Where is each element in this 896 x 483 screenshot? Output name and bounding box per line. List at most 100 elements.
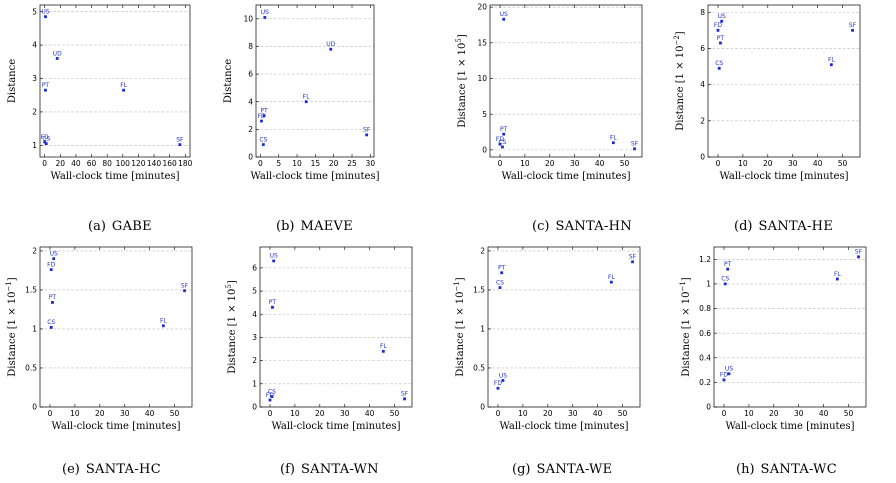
x-tick-label: 20	[769, 409, 779, 418]
x-tick-label: 180	[178, 159, 193, 168]
x-axis-label: Wall-clock time [minutes]	[250, 171, 379, 182]
x-axis-label: Wall-clock time [minutes]	[271, 421, 400, 432]
y-axis-label: Distance [1 × 10−1]	[5, 277, 18, 377]
subplot-santa-wc: 0 0.2 0.4 0.6 0.8 1 1.2 0 10 20 30 40 50 PT CS FL SF US FD…	[672, 241, 896, 483]
plot-santa-wc: 0 0.2 0.4 0.6 0.8 1 1.2 0 10 20 30 40 50 PT CS FL SF USFD…	[679, 246, 867, 432]
x-tick-label: 50	[620, 159, 630, 168]
y-axis-label: Distance	[223, 59, 234, 103]
y-tick-label: 1.5	[473, 286, 485, 295]
plot-frame	[259, 246, 413, 408]
x-tick-label: 10	[744, 409, 754, 418]
x-tick-label: 10	[738, 159, 748, 168]
data-point-us	[44, 15, 47, 19]
x-tick-label: 40	[595, 159, 605, 168]
point-label-pt: PT	[42, 82, 50, 89]
x-tick-label: 20	[329, 159, 339, 168]
y-tick-label: 1	[32, 141, 37, 150]
x-axis-label: Wall-clock time [minutes]	[725, 421, 854, 432]
subplot-maeve: 0 2 4 6 8 10 0 5 10 15 20 25 30 US UD FL PT FD SF CS Wall-cl…	[223, 0, 448, 241]
caption-santa-hc: (e) SANTA-HC	[62, 462, 161, 477]
data-point-pt	[726, 267, 730, 271]
subplot-santa-hc: 0 0.5 1 1.5 2 0 10 20 30 40 50 US FD PT CS FL SF Wall-clo…	[0, 241, 224, 483]
point-label-fd: FD	[720, 372, 728, 379]
y-tick-label: 4	[32, 41, 37, 50]
data-point-fl	[829, 63, 833, 67]
x-tick-label: 30	[340, 409, 350, 418]
data-point-pt	[271, 305, 274, 309]
y-tick-label: 2	[480, 247, 485, 256]
x-tick-label: 100	[116, 159, 131, 168]
point-label-fl: FL	[834, 271, 841, 278]
x-tick-label: 50	[838, 159, 848, 168]
point-label-sf: SF	[401, 391, 409, 398]
subplot-santa-we: 0 0.5 1 1.5 2 0 10 20 30 40 50 PT CS FL SF US FD Wall-clo…	[448, 241, 672, 483]
x-axis-label: Wall-clock time [minutes]	[50, 171, 179, 182]
x-tick-label: 15	[311, 159, 321, 168]
point-label-cs: CS	[498, 139, 506, 146]
x-tick-label: 5	[276, 159, 281, 168]
data-point-cs	[717, 66, 721, 70]
point-label-sf: SF	[631, 141, 639, 148]
y-tick-label: 6	[700, 44, 705, 53]
y-tick-label: 1	[252, 379, 257, 388]
y-tick-label: 0	[32, 403, 37, 412]
data-point-cs	[270, 395, 274, 398]
y-tick-label: 0	[706, 403, 711, 412]
y-tick-label: 4	[248, 97, 253, 106]
caption-gabe: (a) GABE	[88, 219, 152, 234]
point-label-sf: SF	[363, 127, 371, 134]
x-tick-label: 20	[545, 159, 555, 168]
y-tick-label: 1.2	[699, 255, 711, 264]
y-tick-label: 3	[32, 74, 37, 83]
data-point-fd	[722, 378, 726, 382]
point-label-fd: FD	[494, 380, 502, 387]
y-tick-label: 2	[248, 125, 253, 134]
y-tick-label: 10	[243, 14, 253, 23]
x-tick-label: 60	[87, 159, 97, 168]
point-label-fl: FL	[828, 57, 835, 64]
x-tick-label: 10	[520, 159, 530, 168]
point-label-cs: CS	[496, 279, 504, 286]
data-point-ud	[329, 47, 333, 51]
data-point-pt	[262, 114, 266, 117]
y-axis-label: Distance [1 × 10−2]	[673, 31, 686, 131]
point-label-sf: SF	[176, 136, 184, 143]
data-point-pt	[51, 301, 54, 304]
x-tick-label: 40	[71, 159, 81, 168]
point-label-us: US	[725, 366, 733, 373]
y-tick-label: 1	[480, 325, 485, 334]
data-point-fd	[49, 268, 53, 272]
y-tick-label: 5	[482, 110, 487, 119]
point-label-fd: FD	[266, 392, 274, 399]
data-point-fl	[161, 324, 165, 328]
data-point-fl	[835, 277, 839, 281]
x-tick-label: 10	[290, 409, 300, 418]
x-tick-label: 40	[813, 159, 823, 168]
point-label-fd: FD	[714, 22, 722, 29]
y-tick-label: 4	[700, 80, 705, 89]
y-tick-label: 8	[248, 42, 253, 51]
point-label-fd: FD	[47, 261, 55, 268]
point-label-ud: UD	[53, 50, 62, 57]
point-label-fd: FD	[257, 113, 265, 120]
x-tick-label: 50	[170, 409, 180, 418]
data-point-fl	[381, 349, 385, 353]
data-point-us	[501, 379, 505, 382]
x-tick-label: 80	[102, 159, 112, 168]
subplot-santa-wn: 0 1 2 3 4 5 6 0 10 20 30 40 50 US PT CS FD FL SF Wall-clock…	[224, 241, 448, 483]
x-tick-label: 40	[819, 409, 829, 418]
y-tick-label: 6	[252, 263, 257, 272]
y-axis-label: Distance [1 × 105]	[225, 280, 238, 374]
y-tick-label: 3	[252, 333, 257, 342]
y-tick-label: 0	[480, 403, 485, 412]
y-tick-label: 0.6	[699, 329, 711, 338]
data-point-cs	[723, 282, 727, 286]
data-point-cs	[44, 142, 48, 146]
y-tick-label: 4	[252, 310, 257, 319]
x-tick-label: 20	[543, 409, 553, 418]
x-tick-label: 30	[794, 409, 804, 418]
x-tick-label: 30	[568, 409, 578, 418]
data-point-pt	[500, 271, 504, 275]
data-point-sf	[365, 133, 369, 137]
